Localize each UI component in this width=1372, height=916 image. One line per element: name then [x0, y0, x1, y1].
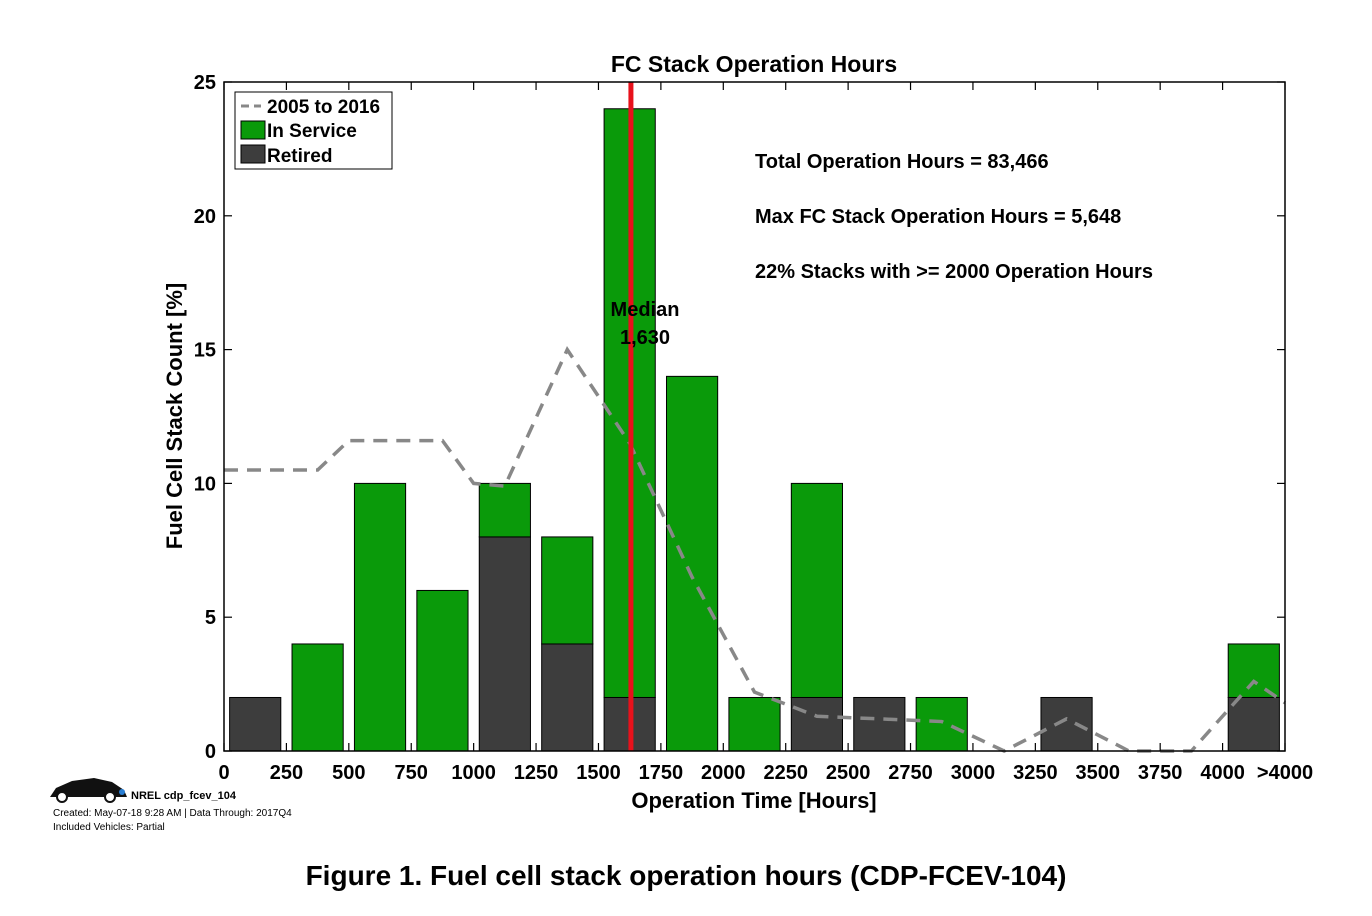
x-tick-label: 2250	[763, 762, 808, 784]
x-tick-label: 1250	[514, 762, 559, 784]
bar-in-service-2750	[915, 696, 968, 752]
line-series-2005-2016	[224, 346, 1286, 753]
line-layer	[224, 346, 1286, 753]
bar-in-service-2250	[790, 482, 844, 698]
bar-in-service-500	[353, 482, 407, 752]
figure-caption: Figure 1. Fuel cell stack operation hour…	[305, 860, 1067, 891]
footer-included: Included Vehicles: Partial	[53, 822, 165, 833]
annotation-total-hours: Total Operation Hours = 83,466	[755, 151, 1049, 173]
footer-created: Created: May-07-18 9:28 AM | Data Throug…	[53, 808, 292, 819]
x-tick-label: 3250	[1013, 762, 1058, 784]
bar-in-service-750	[416, 589, 469, 752]
x-tick-label: 3500	[1076, 762, 1121, 784]
bar-retired-1250	[541, 643, 594, 752]
median-value-label: 1,630	[620, 327, 670, 349]
bar-retired-1000	[478, 536, 531, 752]
chart-title: FC Stack Operation Hours	[611, 51, 897, 77]
x-tick-label: 2000	[701, 762, 746, 784]
legend-label-retired: Retired	[267, 146, 332, 167]
plot-frame	[223, 81, 1286, 752]
median-label: Median	[611, 299, 680, 321]
y-tick-label: 0	[205, 741, 216, 763]
x-tick-label: 750	[395, 762, 428, 784]
x-tick-label: 1000	[451, 762, 496, 784]
x-tick-label: 4000	[1200, 762, 1245, 784]
y-tick-label: 5	[205, 607, 216, 629]
bar-retired-2500	[853, 696, 906, 752]
ticks-layer: 0 250 500 750 1000 1250 1500 1750 2000 2250 2500 27…	[194, 72, 1313, 784]
legend: 2005 to 2016 In Service Retired	[234, 91, 393, 170]
axes-layer	[223, 81, 1286, 752]
bar-in-service-4000	[1227, 643, 1280, 698]
y-tick-label: 20	[194, 206, 216, 228]
bar-in-service-1750	[665, 375, 719, 752]
car-icon	[50, 778, 127, 803]
x-tick-label: 3750	[1138, 762, 1183, 784]
x-tick-label: 250	[270, 762, 303, 784]
x-tick-label: >4000	[1257, 762, 1313, 784]
x-tick-label: 0	[218, 762, 229, 784]
legend-swatch-retired	[240, 144, 266, 164]
y-tick-label: 10	[194, 473, 216, 495]
legend-label-line: 2005 to 2016	[267, 97, 380, 118]
annotation-percent-2000: 22% Stacks with >= 2000 Operation Hours	[755, 261, 1153, 283]
bar-in-service-250	[291, 643, 344, 752]
x-tick-label: 3000	[951, 762, 996, 784]
legend-swatch-in-service	[240, 120, 266, 140]
y-axis-label: Fuel Cell Stack Count [%]	[162, 283, 187, 549]
bar-retired-4000	[1227, 696, 1280, 752]
annotation-max-hours: Max FC Stack Operation Hours = 5,648	[755, 206, 1121, 228]
bar-in-service-1000	[478, 482, 531, 538]
y-tick-label: 15	[194, 340, 216, 362]
x-tick-label: 2750	[888, 762, 933, 784]
bar-retired-3250	[1040, 696, 1093, 752]
footer-brand: NREL cdp_fcev_104	[131, 790, 237, 802]
x-tick-label: 1500	[576, 762, 621, 784]
x-tick-label: 2500	[826, 762, 871, 784]
bar-retired-0	[229, 696, 282, 752]
x-tick-label: 500	[332, 762, 365, 784]
legend-label-in-service: In Service	[267, 121, 357, 142]
y-tick-label: 25	[194, 72, 216, 94]
x-axis-label: Operation Time [Hours]	[631, 788, 876, 813]
bar-in-service-2000	[728, 696, 781, 752]
bar-in-service-1250	[541, 536, 594, 645]
x-tick-label: 1750	[639, 762, 684, 784]
footer-block: NREL cdp_fcev_104 Created: May-07-18 9:2…	[50, 778, 292, 833]
bar-retired-2250	[790, 696, 844, 752]
